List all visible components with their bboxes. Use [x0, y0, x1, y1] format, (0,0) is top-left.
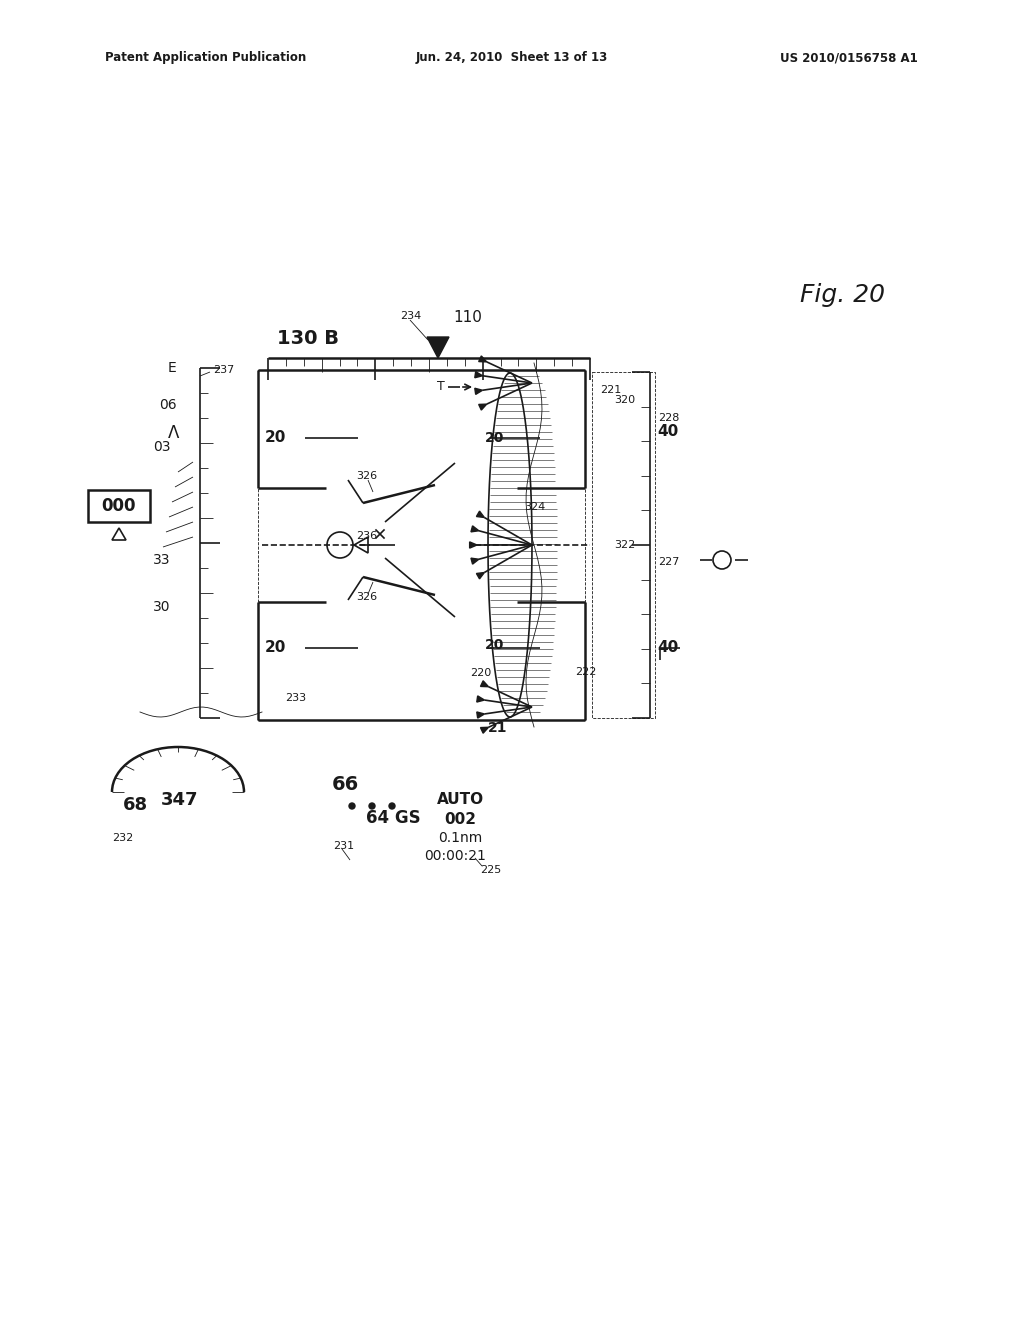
- Text: 236: 236: [356, 531, 377, 541]
- Bar: [258, 370, 585, 719]
- Text: 002: 002: [444, 813, 476, 828]
- Circle shape: [389, 803, 395, 809]
- Polygon shape: [477, 711, 484, 718]
- Text: 227: 227: [658, 557, 679, 568]
- Text: Patent Application Publication: Patent Application Publication: [105, 51, 306, 65]
- Text: US 2010/0156758 A1: US 2010/0156758 A1: [780, 51, 918, 65]
- Text: 320: 320: [614, 395, 635, 405]
- Polygon shape: [470, 543, 477, 548]
- Text: Jun. 24, 2010  Sheet 13 of 13: Jun. 24, 2010 Sheet 13 of 13: [416, 51, 608, 65]
- Polygon shape: [476, 573, 484, 579]
- Polygon shape: [480, 681, 488, 686]
- Text: 64 GS: 64 GS: [366, 809, 420, 828]
- Polygon shape: [480, 727, 488, 733]
- Polygon shape: [478, 404, 486, 411]
- Circle shape: [349, 803, 355, 809]
- Polygon shape: [471, 525, 479, 532]
- Text: T: T: [437, 380, 444, 393]
- Text: 326: 326: [356, 591, 377, 602]
- Polygon shape: [477, 696, 484, 702]
- Polygon shape: [478, 356, 486, 362]
- Text: 20: 20: [264, 430, 286, 446]
- Text: 326: 326: [356, 471, 377, 480]
- Text: 237: 237: [213, 366, 234, 375]
- Bar: [88, 490, 150, 521]
- Text: E: E: [168, 360, 176, 375]
- Text: 20: 20: [264, 640, 286, 656]
- Text: 000: 000: [101, 498, 136, 515]
- Text: 221: 221: [600, 385, 622, 395]
- Text: 222: 222: [575, 667, 596, 677]
- Text: 130 B: 130 B: [278, 329, 339, 347]
- Bar: [592, 372, 655, 718]
- Polygon shape: [475, 372, 482, 378]
- Text: 232: 232: [112, 833, 133, 843]
- Text: 00:00:21: 00:00:21: [424, 849, 486, 863]
- Text: 20: 20: [485, 432, 505, 445]
- Text: 322: 322: [614, 540, 635, 550]
- Text: 233: 233: [285, 693, 306, 704]
- Text: 234: 234: [400, 312, 421, 321]
- Text: 40: 40: [657, 640, 679, 656]
- Polygon shape: [476, 511, 484, 517]
- Text: 06: 06: [159, 399, 177, 412]
- Text: 33: 33: [154, 553, 171, 568]
- Text: 347: 347: [161, 791, 199, 809]
- Text: 40: 40: [657, 425, 679, 440]
- Polygon shape: [427, 337, 449, 358]
- Text: 220: 220: [470, 668, 492, 678]
- Text: 30: 30: [154, 601, 171, 614]
- Polygon shape: [471, 558, 479, 564]
- Text: 231: 231: [333, 841, 354, 851]
- Text: 110: 110: [454, 310, 482, 326]
- Text: 21: 21: [488, 721, 508, 735]
- Text: 0.1nm: 0.1nm: [438, 832, 482, 845]
- Circle shape: [369, 803, 375, 809]
- Text: 66: 66: [332, 776, 358, 795]
- Text: 03: 03: [154, 440, 171, 454]
- Text: 20: 20: [485, 638, 505, 652]
- Text: 324: 324: [524, 502, 545, 512]
- Text: Λ: Λ: [168, 424, 179, 442]
- Text: Fig. 20: Fig. 20: [800, 282, 885, 308]
- Text: 68: 68: [123, 796, 147, 814]
- Text: AUTO: AUTO: [436, 792, 483, 808]
- Text: 225: 225: [480, 865, 502, 875]
- Text: 228: 228: [658, 413, 679, 422]
- Polygon shape: [475, 388, 482, 395]
